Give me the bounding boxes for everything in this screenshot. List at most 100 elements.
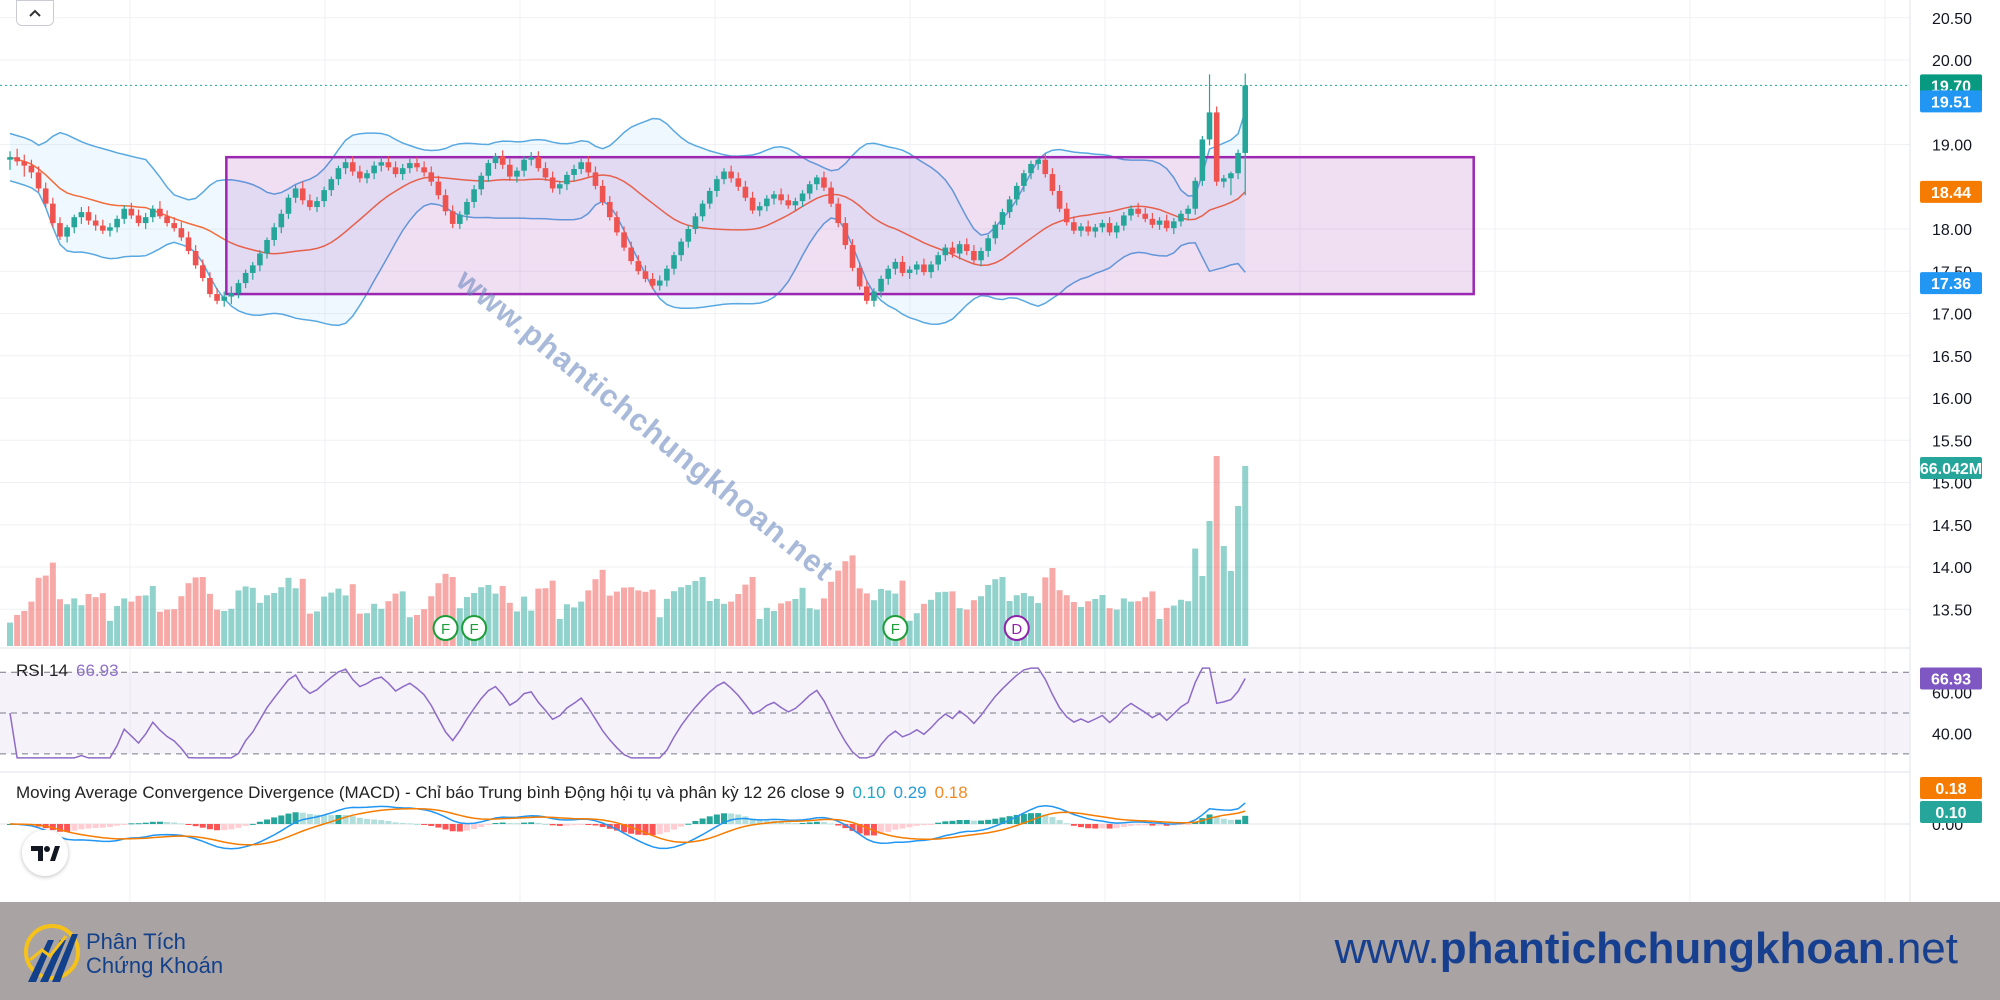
macd-histogram-bar <box>164 822 171 824</box>
volume-bar <box>585 590 592 646</box>
tradingview-logo-icon[interactable] <box>22 830 68 876</box>
volume-bar <box>428 596 435 646</box>
volume-bar <box>478 587 485 646</box>
macd-histogram-bar <box>499 822 506 824</box>
collapse-button[interactable] <box>16 0 54 26</box>
candle-body <box>128 208 135 216</box>
volume-bar <box>121 598 128 646</box>
volume-bar <box>1113 609 1120 646</box>
volume-bar <box>249 587 256 646</box>
volume-bar <box>199 577 206 646</box>
chart-area[interactable]: FFFD20.5020.0019.0018.0017.5017.0016.501… <box>0 0 2000 902</box>
volume-bar <box>621 587 628 646</box>
volume-bar <box>613 591 620 646</box>
macd-histogram-bar <box>1185 824 1192 825</box>
volume-bar <box>128 601 135 646</box>
candle-body <box>299 188 306 201</box>
candle-body <box>892 261 899 269</box>
volume-bar <box>899 580 906 646</box>
candle-body <box>192 250 199 266</box>
volume-bar <box>378 608 385 646</box>
macd-histogram-bar <box>1113 824 1120 829</box>
candle-body <box>1206 112 1213 140</box>
volume-bar <box>863 593 870 646</box>
volume-bar <box>1063 595 1070 646</box>
candle-body <box>157 208 163 217</box>
candle-body <box>692 216 699 229</box>
candle-body <box>606 201 613 218</box>
macd-label: Moving Average Convergence Divergence (M… <box>16 783 845 802</box>
candle-body <box>635 261 642 272</box>
macd-histogram-bar <box>121 824 128 825</box>
candle-body <box>671 255 677 269</box>
candle-body <box>999 212 1006 225</box>
macd-histogram-bar <box>628 824 635 834</box>
candle-body <box>92 220 99 226</box>
candle-body <box>764 198 770 207</box>
candle-body <box>985 238 991 251</box>
candle-body <box>499 156 506 165</box>
chart-svg[interactable]: FFFD20.5020.0019.0018.0017.5017.0016.501… <box>0 0 2000 902</box>
macd-histogram-bar <box>613 824 620 831</box>
macd-histogram-bar <box>749 818 756 824</box>
volume-bar <box>528 610 535 646</box>
volume-bar <box>1035 603 1042 646</box>
candle-body <box>142 217 149 224</box>
candle-body <box>564 174 570 185</box>
candle-body <box>421 167 427 173</box>
candle-body <box>371 165 377 174</box>
volume-bar <box>742 584 749 646</box>
volume-bar <box>828 581 835 646</box>
candle-body <box>678 241 684 256</box>
rsi-band <box>0 672 1910 754</box>
price-tick-label: 14.50 <box>1932 518 1972 535</box>
candle-body <box>864 286 870 301</box>
candle-body <box>992 224 999 239</box>
volume-bar <box>456 608 463 646</box>
candle-body <box>114 218 120 228</box>
volume-bar <box>1120 598 1127 646</box>
volume-bar <box>778 603 785 646</box>
volume-bar <box>85 594 92 646</box>
volume-bar <box>506 602 513 646</box>
volume-bar <box>920 603 927 646</box>
volume-bar <box>606 595 613 646</box>
volume-bar <box>1106 608 1113 646</box>
candle-body <box>1135 208 1141 214</box>
volume-bar <box>628 587 635 646</box>
brand-line-2: Chứng Khoán <box>86 953 224 978</box>
volume-bar <box>906 620 913 646</box>
volume-bar <box>78 605 85 646</box>
candle-body <box>849 245 856 268</box>
macd-histogram-bar <box>542 823 549 825</box>
volume-bar <box>956 608 963 646</box>
candle-body <box>71 217 78 228</box>
macd-histogram-bar <box>1020 813 1027 824</box>
rsi-label: RSI 14 <box>16 661 68 680</box>
macd-histogram-bar <box>671 824 678 830</box>
brand-line-1: Phân Tích <box>86 929 186 954</box>
macd-histogram-bar <box>578 824 585 825</box>
macd-histogram-bar <box>713 814 720 824</box>
macd-histogram-bar <box>128 823 135 825</box>
volume-bar <box>399 591 406 646</box>
macd-histogram-bar <box>506 823 513 825</box>
candle-body <box>942 247 949 256</box>
moving-average-line <box>9 156 1246 267</box>
candle-body <box>35 172 42 189</box>
brand-logo: Phân Tích Chứng Khoán <box>22 916 262 988</box>
macd-histogram-bar <box>649 824 656 836</box>
macd-histogram-bar <box>521 822 528 824</box>
candle-body <box>728 171 734 179</box>
volume-bar <box>364 613 370 646</box>
site-url: www.phantichchungkhoan.net <box>1335 924 1958 974</box>
macd-histogram-bar <box>1035 813 1042 824</box>
macd-histogram-bar <box>828 823 835 825</box>
macd-histogram-bar <box>1142 824 1149 826</box>
candle-body <box>742 186 749 198</box>
candle-body <box>578 162 584 170</box>
macd-histogram-bar <box>571 824 578 826</box>
volume-bar <box>571 607 578 646</box>
price-tag-background <box>1920 272 1982 295</box>
candle-body <box>378 162 385 166</box>
